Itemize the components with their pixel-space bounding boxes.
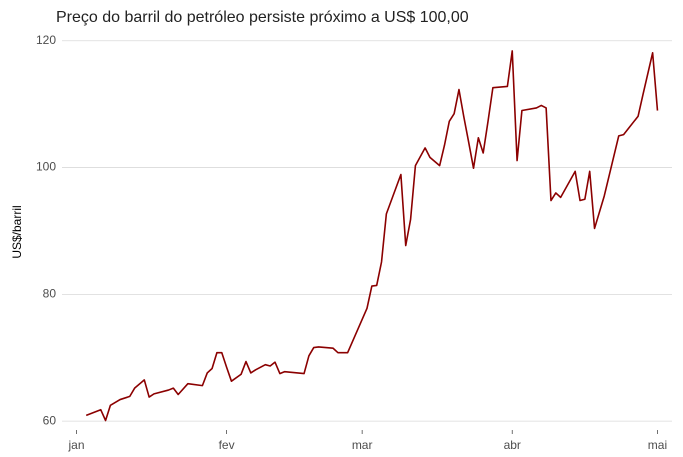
chart-title: Preço do barril do petróleo persiste pró…: [56, 9, 469, 26]
x-tick-label: jan: [68, 438, 85, 452]
data-line: [85, 50, 659, 422]
y-tick-label: 80: [43, 287, 57, 301]
y-axis-label: US$/barril: [10, 205, 24, 258]
y-tick-label: 100: [36, 160, 56, 174]
y-tick-label: 60: [43, 413, 57, 427]
x-tick-label: fev: [219, 438, 235, 452]
x-tick-label: mar: [352, 438, 373, 452]
y-tick-label: 120: [36, 33, 56, 47]
x-tick-label: abr: [504, 438, 521, 452]
x-tick-label: mai: [648, 438, 667, 452]
